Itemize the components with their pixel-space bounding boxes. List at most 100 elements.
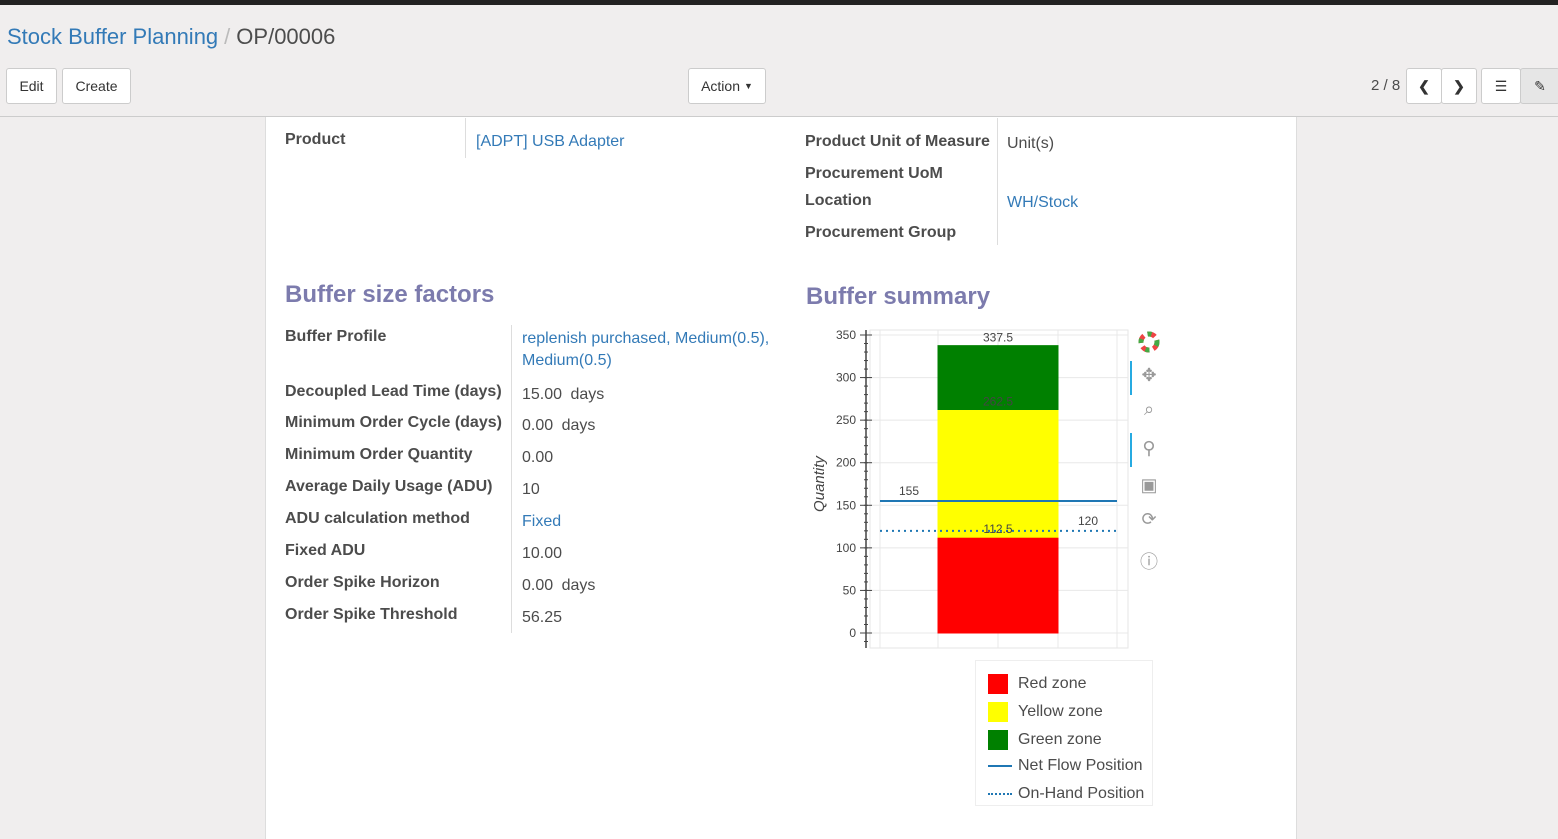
legend-item-yellow: Yellow zone [988,702,1103,722]
breadcrumb-separator: / [224,24,231,49]
product-label: Product [285,131,346,148]
solid-line-swatch [988,765,1012,767]
bar-data-label: 112.5 [983,522,1012,536]
value-text: 15.00 [522,386,563,403]
y-tick-label: 100 [836,541,856,555]
procurement-group-label: Procurement Group [805,224,957,241]
legend-label: Red zone [1018,675,1087,692]
legend-item-net-flow: Net Flow Position [988,757,1143,775]
y-tick-label: 250 [836,413,856,427]
location-link[interactable]: WH/Stock [1007,194,1079,211]
y-tick-label: 300 [836,371,856,385]
yellow-swatch [988,702,1008,722]
value-text: 0.00 [522,417,554,434]
y-tick-label: 150 [836,498,856,512]
divider [511,325,512,633]
factor-value[interactable]: Fixed [522,513,561,531]
chevron-left-icon: ❮ [1418,77,1430,94]
bokeh-logo-icon[interactable] [1138,331,1160,353]
breadcrumb: Stock Buffer Planning / OP/00006 [7,24,335,50]
unit-text: days [570,386,605,403]
legend-item-red: Red zone [988,674,1087,694]
factor-value: 15.00 days [522,386,604,404]
value-text: Fixed [522,513,562,530]
factor-value: 0.00 [522,449,553,467]
factor-value: 56.25 [522,609,562,627]
y-tick-label: 0 [849,626,856,640]
red-swatch [988,674,1008,694]
legend-item-on-hand: On-Hand Position [988,785,1144,803]
factor-value: 0.00 days [522,577,595,595]
pager-value: 2 / 8 [1371,77,1401,94]
uom-value: Unit(s) [1007,135,1055,152]
uom-label: Product Unit of Measure [805,133,990,150]
unit-text: days [561,577,596,594]
action-label: Action [701,78,740,94]
chart-legend: Red zone Yellow zone Green zone Net Flow… [975,660,1153,806]
legend-label: Net Flow Position [1018,757,1143,774]
factor-value[interactable]: replenish purchased, Medium(0.5), Medium… [522,328,782,372]
legend-label: Green zone [1018,731,1102,748]
product-link[interactable]: [ADPT] USB Adapter [476,133,625,150]
list-icon: ☰ [1494,77,1508,94]
box-zoom-tool-icon[interactable]: ⌕ [1143,399,1155,419]
save-tool-icon[interactable]: ▣ [1140,475,1158,495]
top-bar [0,0,1558,5]
location-label: Location [805,192,872,209]
breadcrumb-current: OP/00006 [236,24,336,49]
pager-next-button[interactable]: ❯ [1441,68,1477,104]
control-panel: Stock Buffer Planning / OP/00006 Edit Crea… [0,5,1558,117]
reset-tool-icon[interactable]: ⟳ [1141,509,1157,529]
y-tick-label: 350 [836,328,856,342]
pager-previous-button[interactable]: ❮ [1406,68,1442,104]
pan-tool-icon[interactable]: ✥ [1141,365,1157,385]
factor-label: Minimum Order Cycle (days) [285,414,502,431]
value-text: 0.00 [522,449,554,466]
factor-label: Buffer Profile [285,328,387,345]
net-flow-label: 155 [899,484,919,498]
factor-label: Minimum Order Quantity [285,446,473,463]
buffer-summary-title: Buffer summary [806,283,991,310]
y-tick-label: 200 [836,456,856,470]
factor-value: 0.00 days [522,417,595,435]
list-view-button[interactable]: ☰ [1481,68,1521,104]
active-tool-indicator [1130,433,1132,467]
legend-label: Yellow zone [1018,703,1103,720]
value-text: 10.00 [522,545,563,562]
y-tick-label: 50 [843,583,857,597]
buffer-chart: 0 50 100 150 200 250 300 350 Quantity 112.5 262.5 3… [811,328,1129,649]
factor-value: 10.00 [522,545,562,563]
wheel-zoom-tool-icon[interactable]: ⚲ [1142,438,1156,458]
legend-item-green: Green zone [988,730,1102,750]
create-button[interactable]: Create [62,68,131,104]
green-swatch [988,730,1008,750]
procurement-uom-label: Procurement UoM [805,165,943,182]
caret-down-icon: ▼ [744,81,753,91]
edit-button[interactable]: Edit [6,68,57,104]
action-button[interactable]: Action ▼ [688,68,766,104]
factor-label: Average Daily Usage (ADU) [285,478,493,495]
help-tool-icon[interactable]: ⓘ [1140,552,1158,572]
y-axis-label: Quantity [811,455,828,512]
bar-segment-yellow-zone [937,409,1059,538]
value-text: replenish purchased, Medium(0.5), Medium… [522,330,770,369]
chevron-right-icon: ❯ [1453,77,1465,94]
on-hand-label: 120 [1078,514,1098,528]
breadcrumb-parent[interactable]: Stock Buffer Planning [7,24,219,49]
form-view-button[interactable]: ✎ [1520,68,1558,104]
legend-label: On-Hand Position [1018,785,1145,802]
bar-segment-green-zone [937,345,1059,410]
divider [997,118,998,245]
factor-label: Order Spike Threshold [285,606,458,623]
unit-text: days [561,417,596,434]
factor-label: Decoupled Lead Time (days) [285,383,502,400]
dotted-line-swatch [988,793,1012,795]
bar-segment-red-zone [937,536,1059,634]
value-text: 56.25 [522,609,563,626]
bar-data-label: 337.5 [983,331,1013,345]
factor-value: 10 [522,481,540,499]
value-text: 10 [522,481,540,498]
buffer-size-factors-title: Buffer size factors [285,281,495,308]
bar-data-label: 262.5 [983,395,1013,409]
factor-label: Order Spike Horizon [285,574,440,591]
